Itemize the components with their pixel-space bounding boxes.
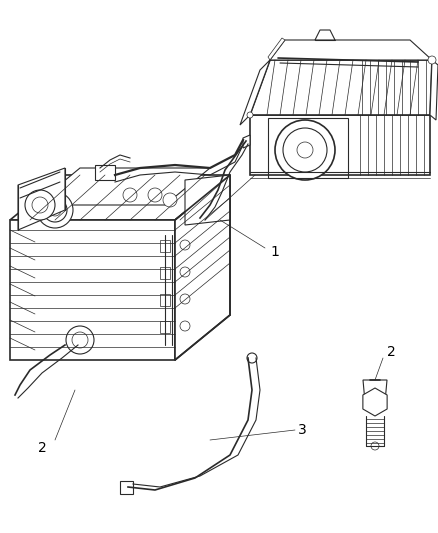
Polygon shape <box>18 168 65 230</box>
Circle shape <box>163 193 177 207</box>
Polygon shape <box>250 60 432 115</box>
Polygon shape <box>250 115 430 175</box>
Polygon shape <box>430 60 438 120</box>
Polygon shape <box>160 267 170 279</box>
Polygon shape <box>160 240 170 252</box>
Circle shape <box>25 190 55 220</box>
Polygon shape <box>160 321 170 333</box>
Polygon shape <box>240 60 270 125</box>
Polygon shape <box>35 168 210 205</box>
Circle shape <box>247 112 253 118</box>
Polygon shape <box>268 38 285 60</box>
Circle shape <box>275 120 335 180</box>
Circle shape <box>247 353 257 363</box>
Circle shape <box>148 188 162 202</box>
Circle shape <box>371 442 379 450</box>
Polygon shape <box>10 175 230 220</box>
Polygon shape <box>243 135 250 148</box>
Polygon shape <box>270 40 432 60</box>
Polygon shape <box>10 220 175 360</box>
Polygon shape <box>120 481 133 494</box>
Text: 1: 1 <box>270 245 279 259</box>
Circle shape <box>123 188 137 202</box>
Circle shape <box>428 56 436 64</box>
Polygon shape <box>363 380 387 402</box>
Text: 3: 3 <box>298 423 307 437</box>
Text: 2: 2 <box>38 441 46 455</box>
Polygon shape <box>175 175 230 360</box>
Polygon shape <box>160 294 170 306</box>
Polygon shape <box>95 165 115 180</box>
Circle shape <box>37 192 73 228</box>
Polygon shape <box>185 175 230 225</box>
Circle shape <box>66 326 94 354</box>
Polygon shape <box>315 30 335 40</box>
Text: 2: 2 <box>387 345 396 359</box>
Polygon shape <box>363 388 387 416</box>
